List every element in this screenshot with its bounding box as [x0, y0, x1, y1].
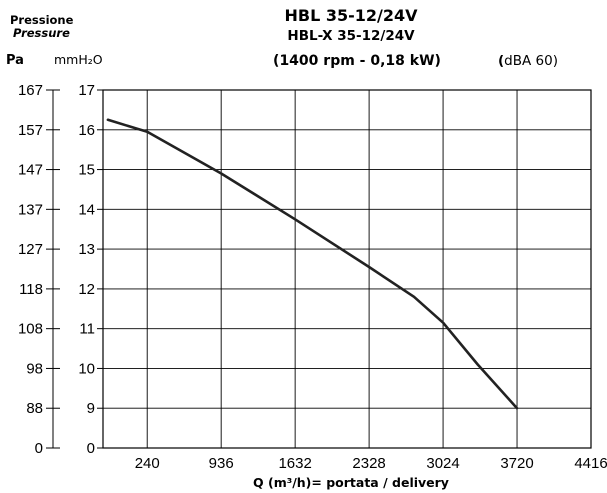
x-tick-label: 2328: [352, 455, 385, 472]
mmh2o-tick-label: 10: [78, 360, 95, 377]
mmh2o-tick-label: 14: [78, 201, 95, 218]
x-axis-label: Q (m³/h)= portata / delivery: [253, 475, 449, 490]
mmh2o-tick-label: 16: [78, 122, 95, 139]
pa-tick-label: 167: [18, 82, 43, 99]
speed-power-label: (1400 rpm - 0,18 kW): [273, 53, 441, 69]
pa-tick-label: 127: [18, 241, 43, 258]
unit-mmh2o: mmH₂O: [54, 52, 103, 67]
grid-lines: [103, 90, 591, 448]
mmh2o-tick-label: 0: [87, 440, 95, 457]
x-tick-label: 936: [209, 455, 234, 472]
mmh2o-tick-label: 15: [78, 162, 95, 179]
plot-frame: [103, 90, 591, 448]
mmh2o-tick-label: 11: [79, 321, 95, 338]
pa-tick-label: 0: [35, 440, 43, 457]
y-title-it: Pressione: [10, 13, 74, 27]
x-tick-label: 4416: [574, 455, 607, 472]
chart-subtitle: HBL-X 35-12/24V: [287, 28, 415, 44]
pa-tick-label: 147: [18, 162, 43, 179]
sound-level-label: (dBA 60): [498, 53, 558, 69]
mmh2o-tick-label: 12: [78, 281, 95, 298]
x-tick-label: 3720: [500, 455, 533, 472]
pa-tick-label: 88: [26, 400, 43, 417]
pa-axis: [46, 90, 60, 448]
pa-tick-label: 98: [26, 360, 43, 377]
pa-tick-label: 157: [18, 122, 43, 139]
pa-tick-label: 118: [19, 281, 43, 298]
mmh2o-tick-label: 13: [78, 241, 95, 258]
sound-value: dBA 60): [504, 53, 558, 69]
series-group: [108, 120, 517, 408]
mmh2o-tick-label: 17: [78, 82, 95, 99]
mmh2o-tick-label: 9: [87, 400, 95, 417]
x-tick-label: 1632: [278, 455, 311, 472]
pa-tick-label: 108: [18, 321, 43, 338]
x-tick-label: 3024: [426, 455, 459, 472]
fan-performance-curve: [108, 120, 517, 408]
mmh2o-tick-labels: 0 9 10 11 12 13 14 15 16 17: [78, 82, 103, 457]
x-tick-label: 240: [135, 455, 160, 472]
x-tick-labels: 240 936 1632 2328 3024 3720 4416: [135, 455, 607, 472]
y-title-en: Pressure: [13, 26, 70, 40]
pa-tick-label: 137: [18, 201, 43, 218]
pa-tick-labels: 0 88 98 108 118 127 137 147 157 167: [18, 82, 43, 457]
unit-pa: Pa: [6, 53, 24, 68]
chart-title: HBL 35-12/24V: [284, 6, 418, 25]
